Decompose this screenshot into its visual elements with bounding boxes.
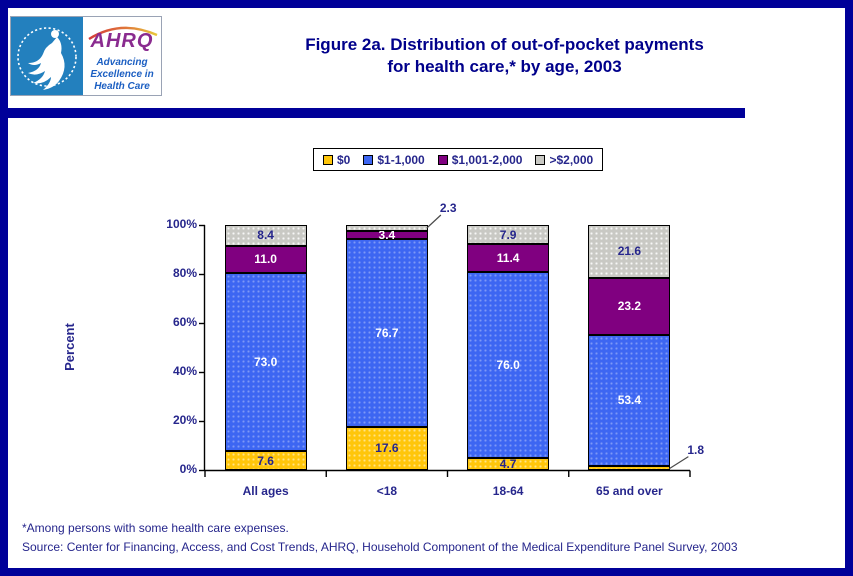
callout-value-label: 2.3 bbox=[439, 201, 457, 215]
chart-legend: $0 $1-1,000 $1,001-2,000 >$2,000 bbox=[313, 148, 604, 171]
agency-logo: AHRQ Advancing Excellence in Health Care bbox=[10, 16, 162, 96]
bar-segment: 17.6 bbox=[345, 426, 428, 470]
hhs-seal-icon bbox=[11, 17, 83, 95]
footnote-asterisk: *Among persons with some health care exp… bbox=[22, 521, 289, 535]
legend-item: $0 bbox=[323, 153, 350, 167]
title-line-2: for health care,* by age, 2003 bbox=[387, 57, 622, 76]
x-axis-category-label: 65 and over bbox=[596, 484, 663, 498]
bar-segment: 53.4 bbox=[588, 334, 671, 466]
bar-value-label: 3.4 bbox=[378, 227, 396, 242]
bar-value-label: 11.4 bbox=[496, 251, 520, 266]
ahrq-logo: AHRQ Advancing Excellence in Health Care bbox=[83, 17, 161, 95]
y-axis-tick-label: 20% bbox=[172, 413, 197, 427]
bar-value-label: 73.0 bbox=[253, 354, 278, 369]
legend-label: $0 bbox=[337, 152, 351, 167]
legend-swatch-icon bbox=[535, 154, 546, 165]
x-axis-category-label: All ages bbox=[242, 484, 289, 498]
bar-value-label: 53.4 bbox=[617, 393, 642, 408]
page-title: Figure 2a. Distribution of out-of-pocket… bbox=[180, 34, 829, 78]
legend-swatch-icon bbox=[323, 154, 333, 165]
legend-label: $1,001-2,000 bbox=[451, 152, 523, 167]
bar-value-label: 11.0 bbox=[254, 252, 277, 267]
bar-value-label: 8.4 bbox=[257, 228, 274, 243]
bar-segment: 11.4 bbox=[467, 244, 550, 273]
y-axis-tick-label: 40% bbox=[172, 364, 197, 378]
legend-label: $1-1,000 bbox=[377, 152, 425, 167]
bar-segment: 76.0 bbox=[467, 272, 550, 459]
bar-value-label: 17.6 bbox=[375, 441, 399, 456]
title-line-1: Figure 2a. Distribution of out-of-pocket… bbox=[305, 35, 704, 54]
y-axis-tick-label: 100% bbox=[166, 217, 197, 231]
bar-value-label: 76.0 bbox=[496, 358, 520, 373]
hhs-eagle-icon bbox=[17, 27, 77, 90]
legend-item: $1,001-2,000 bbox=[437, 152, 523, 167]
header-divider bbox=[8, 108, 745, 118]
bar-value-label: 7.6 bbox=[257, 453, 274, 468]
bar-segment: 73.0 bbox=[224, 272, 307, 452]
y-axis-tick-label: 80% bbox=[172, 266, 197, 280]
bar-segment: 21.6 bbox=[588, 225, 671, 278]
y-axis-title: Percent bbox=[62, 323, 77, 371]
bar-segment bbox=[345, 225, 428, 231]
y-axis-tick-label: 0% bbox=[179, 462, 197, 476]
bar-segment bbox=[588, 465, 671, 470]
bar-value-label: 4.7 bbox=[499, 457, 517, 472]
x-axis-category-label: 18-64 bbox=[492, 484, 524, 498]
ahrq-arc-icon bbox=[88, 26, 158, 41]
legend-item: $1-1,000 bbox=[363, 152, 425, 167]
bar-value-label: 23.2 bbox=[617, 299, 642, 314]
bar-segment: 7.6 bbox=[224, 451, 307, 470]
legend-label: >$2,000 bbox=[549, 152, 594, 167]
bar-segment: 11.0 bbox=[224, 245, 307, 273]
ahrq-tagline: Advancing Excellence in Health Care bbox=[90, 57, 154, 92]
footnote-source: Source: Center for Financing, Access, an… bbox=[22, 540, 738, 554]
bar-value-label: 21.6 bbox=[617, 244, 642, 259]
callout-value-label: 1.8 bbox=[687, 442, 705, 457]
y-axis-tick-label: 60% bbox=[172, 315, 197, 329]
bar-segment: 3.4 bbox=[345, 227, 428, 242]
bar-segment: 8.4 bbox=[224, 225, 307, 246]
bar-value-label: 76.7 bbox=[375, 325, 399, 340]
bar-value-label: 7.9 bbox=[499, 227, 517, 242]
x-axis-category-label: <18 bbox=[376, 484, 398, 498]
legend-swatch-icon bbox=[363, 154, 374, 165]
bar-segment: 23.2 bbox=[588, 277, 671, 335]
bar-segment: 76.7 bbox=[345, 238, 428, 427]
ahrq-wordmark: AHRQ bbox=[90, 30, 154, 52]
legend-swatch-icon bbox=[437, 154, 448, 165]
bar-segment: 7.9 bbox=[467, 225, 550, 245]
legend-item: >$2,000 bbox=[535, 153, 593, 167]
bar-segment: 4.7 bbox=[467, 457, 550, 472]
